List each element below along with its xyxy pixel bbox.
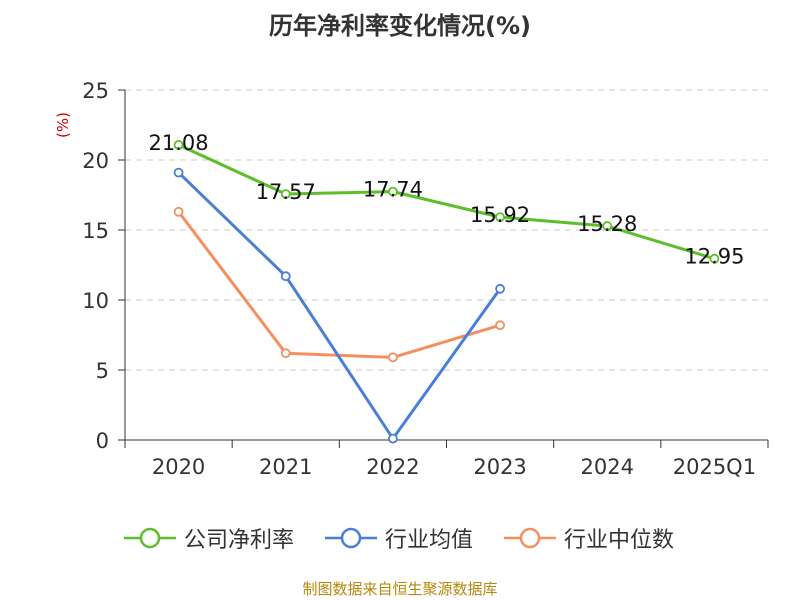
data-point [495, 283, 505, 294]
x-tick-label: 2021 [259, 455, 312, 479]
series [173, 139, 720, 444]
data-label: 15.92 [470, 203, 530, 227]
data-label: 12.95 [684, 245, 744, 269]
data-point [709, 253, 720, 264]
data-point [495, 320, 505, 331]
data-point [173, 139, 184, 150]
data-label: 17.74 [363, 178, 423, 202]
legend-line-marker [504, 527, 556, 549]
data-labels: 21.08 17.57 17.74 15.92 15.28 12.95 [149, 131, 745, 269]
x-tick-label: 2023 [473, 455, 526, 479]
data-label: 17.57 [256, 180, 316, 204]
legend-label: 行业中位数 [564, 528, 675, 553]
data-point [495, 212, 505, 223]
x-tick-label: 2022 [366, 455, 419, 479]
legend-item-industry-median[interactable]: 行业中位数 [502, 518, 674, 558]
data-source-note: 制图数据来自恒生聚源数据库 [302, 580, 498, 598]
y-tick-label: 5 [96, 359, 109, 383]
y-tick-label: 15 [82, 219, 109, 243]
axes: 0 5 10 15 20 25 2020 2021 2022 2023 2024 2025Q1 [82, 79, 769, 479]
data-point [280, 348, 291, 359]
data-point [388, 433, 398, 444]
y-tick-label: 20 [82, 149, 109, 173]
series-line [177, 143, 715, 261]
data-point [388, 352, 398, 363]
data-point [602, 221, 613, 231]
data-point [280, 271, 291, 282]
y-axis-label: (%) [54, 112, 72, 138]
data-point [173, 167, 184, 178]
series-line [177, 210, 501, 359]
chart-title: 历年净利率变化情况(%) [269, 12, 531, 40]
data-label: 15.28 [577, 212, 637, 236]
y-tick-label: 10 [82, 289, 109, 313]
x-tick-label: 2024 [581, 455, 634, 479]
y-tick-label: 25 [82, 79, 109, 103]
grid-lines [125, 89, 768, 371]
legend-item-net-margin[interactable]: 公司净利率 [122, 518, 294, 558]
legend-line-marker [124, 527, 176, 549]
x-tick-label: 2020 [152, 455, 205, 479]
legend-label: 行业均值 [385, 528, 474, 553]
data-label: 21.08 [149, 131, 209, 155]
legend-item-industry-mean[interactable]: 行业均值 [323, 518, 473, 558]
data-point [173, 206, 184, 217]
legend-line-marker [325, 527, 377, 549]
legend-label: 公司净利率 [184, 528, 295, 553]
data-point [388, 186, 398, 197]
series-line [177, 171, 502, 441]
legend: 公司净利率 行业均值 行业中位数 [0, 518, 800, 558]
data-point [280, 189, 291, 199]
x-tick-label: 2025Q1 [673, 455, 756, 479]
y-tick-label: 0 [96, 429, 109, 453]
